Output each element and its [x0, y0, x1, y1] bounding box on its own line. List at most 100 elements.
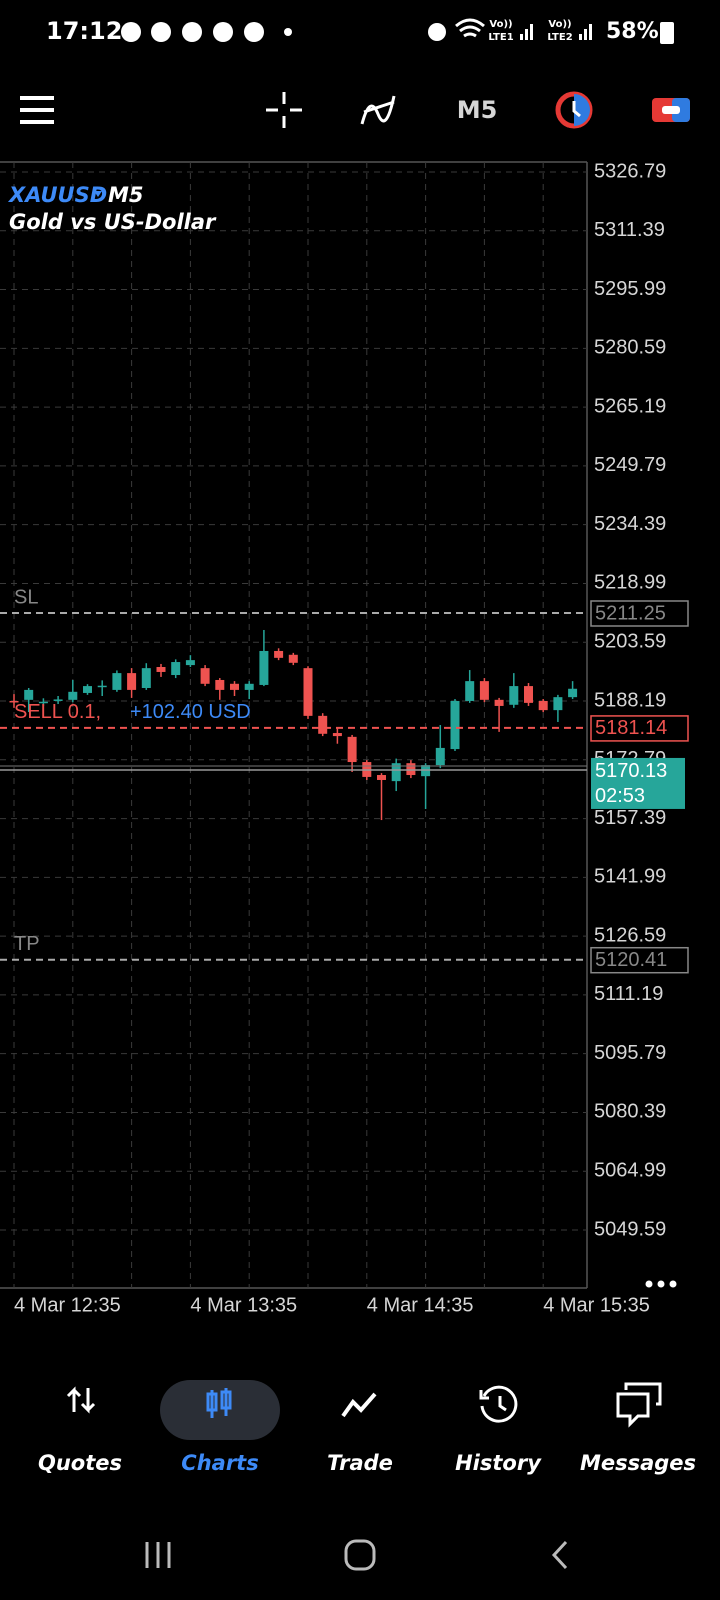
more-button[interactable] — [645, 1280, 677, 1288]
sim1-volte: Vo)) — [489, 19, 512, 30]
y-tick-label: 5234.39 — [594, 513, 666, 535]
indicators-button[interactable] — [360, 95, 396, 125]
nav-tab-label[interactable]: Messages — [580, 1451, 696, 1475]
y-tick-label: 5203.59 — [594, 631, 666, 653]
candle-body — [9, 700, 19, 703]
chart[interactable]: 5326.79 5311.39 5295.99 5280.59 5265.19 5249.… — [0, 160, 689, 1316]
candle-body — [377, 775, 386, 780]
candle-body — [230, 683, 239, 690]
position-box — [590, 715, 689, 742]
candle-body — [465, 681, 475, 701]
candle-body — [156, 667, 166, 672]
status-notification-icons — [121, 18, 674, 44]
candle-body — [38, 701, 48, 704]
candle-body — [450, 700, 460, 750]
candle-body — [553, 697, 563, 711]
y-tick-label: 5126.59 — [594, 924, 666, 946]
candle-body — [568, 688, 578, 698]
price-line-box — [590, 946, 689, 974]
position-profit: +102.40 USD — [130, 701, 251, 723]
nav-tab-label[interactable]: History — [455, 1451, 542, 1475]
position-value: 5181.14 — [595, 717, 667, 739]
candle-body — [509, 686, 519, 705]
candle-body — [185, 660, 195, 666]
price-line-value: 5120.41 — [595, 949, 667, 971]
battery-level: 58% — [606, 19, 659, 44]
system-nav-buttons[interactable] — [145, 1539, 568, 1571]
y-tick-label: 5111.19 — [594, 983, 663, 1005]
nav-tab-label[interactable]: Quotes — [38, 1451, 122, 1475]
candle-body — [288, 654, 298, 663]
price-line-value: 5211.25 — [595, 602, 666, 624]
x-tick-label: 4 Mar 12:35 — [14, 1294, 121, 1316]
candle-body — [347, 736, 357, 763]
nav-icons — [66, 1382, 662, 1428]
candle-body — [68, 691, 78, 700]
chart-timeframe: M5 — [108, 183, 144, 207]
candle-body — [494, 699, 504, 706]
candle-body — [303, 668, 313, 716]
candle-body — [83, 686, 92, 693]
active-tab-pill — [160, 1380, 280, 1440]
nav-tab-label[interactable]: Charts — [181, 1451, 258, 1475]
bottom-navigation: Quotes Charts Trade History Messages — [38, 1380, 696, 1475]
y-tick-label: 5311.39 — [594, 219, 665, 241]
candle-body — [200, 668, 210, 684]
y-tick-label: 5295.99 — [594, 278, 666, 300]
status-time: 17:12 — [46, 17, 122, 45]
candle-body — [215, 679, 225, 690]
candle-body — [318, 715, 328, 734]
menu-button[interactable] — [20, 96, 54, 124]
candle-body — [97, 685, 107, 688]
candle-body — [479, 681, 489, 700]
candle-body — [332, 733, 342, 737]
one-click-trading-button[interactable] — [652, 98, 690, 122]
price-line-box — [590, 600, 689, 627]
price-line-label: TP — [14, 933, 40, 955]
candle-body — [53, 699, 63, 701]
candle-body — [141, 668, 151, 688]
sim1-network: LTE1 — [488, 32, 513, 43]
chart-symbol[interactable]: XAUUSD — [7, 183, 107, 207]
candle-body — [274, 650, 284, 658]
x-tick-label: 4 Mar 15:35 — [543, 1294, 650, 1316]
nav-tab-label[interactable]: Trade — [327, 1451, 393, 1475]
position-label: SELL 0.1, — [14, 701, 101, 723]
y-tick-label: 5049.59 — [594, 1218, 666, 1240]
sim2-network: LTE2 — [547, 32, 572, 43]
y-tick-label: 5141.99 — [594, 866, 666, 888]
candle-body — [171, 662, 181, 676]
symbol-dropdown-icon — [94, 191, 102, 197]
candle-body — [524, 686, 533, 703]
x-tick-label: 4 Mar 14:35 — [367, 1294, 474, 1316]
chart-subtitle: Gold vs US-Dollar — [9, 210, 217, 234]
current-price-value: 5170.13 — [595, 760, 667, 782]
y-tick-label: 5280.59 — [594, 337, 666, 359]
y-tick-label: 5064.99 — [594, 1160, 666, 1182]
candle-body — [391, 763, 401, 782]
timeframe-button[interactable]: M5 — [457, 96, 498, 124]
y-tick-label: 5080.39 — [594, 1101, 666, 1123]
price-line-label: SL — [14, 586, 38, 608]
candle-body — [259, 650, 269, 685]
y-tick-label: 5218.99 — [594, 572, 666, 594]
candle-body — [24, 689, 34, 700]
trade-clock-button[interactable] — [555, 91, 593, 129]
y-tick-label: 5157.39 — [594, 807, 666, 829]
candle-body — [127, 673, 137, 690]
x-tick-label: 4 Mar 13:35 — [190, 1294, 297, 1316]
current-price-box — [591, 757, 685, 809]
sim2-volte: Vo)) — [548, 19, 571, 30]
candle-body — [112, 673, 122, 690]
candle-countdown: 02:53 — [595, 785, 645, 807]
candle-body — [244, 683, 254, 690]
crosshair-button[interactable] — [266, 92, 302, 128]
candle-body — [435, 747, 445, 766]
y-tick-label: 5095.79 — [594, 1042, 666, 1064]
candle-body — [406, 763, 416, 776]
y-tick-label: 5326.79 — [594, 160, 666, 182]
y-tick-label: 5265.19 — [594, 395, 666, 417]
y-tick-label: 5188.19 — [594, 689, 666, 711]
y-tick-label: 5249.79 — [594, 454, 666, 476]
